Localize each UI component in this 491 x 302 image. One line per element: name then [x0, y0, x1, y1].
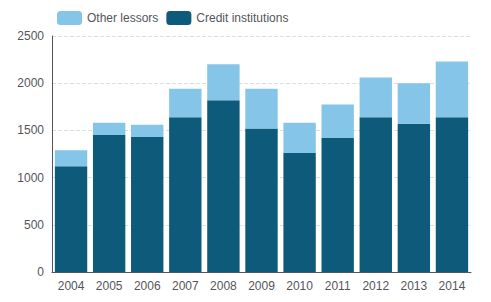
svg-text:2006: 2006	[134, 279, 161, 293]
svg-text:2007: 2007	[172, 279, 199, 293]
svg-text:Credit institutions: Credit institutions	[196, 11, 288, 25]
svg-text:2011: 2011	[325, 279, 351, 293]
svg-text:2008: 2008	[210, 279, 237, 293]
svg-text:2010: 2010	[286, 279, 313, 293]
svg-text:2009: 2009	[248, 279, 275, 293]
svg-text:0: 0	[37, 265, 44, 279]
svg-text:1000: 1000	[17, 171, 44, 185]
svg-text:Other lessors: Other lessors	[87, 11, 158, 25]
svg-text:2004: 2004	[58, 279, 85, 293]
svg-text:1500: 1500	[17, 123, 44, 137]
svg-text:2000: 2000	[17, 76, 44, 90]
svg-text:2014: 2014	[439, 279, 466, 293]
svg-text:2012: 2012	[362, 279, 389, 293]
svg-text:2500: 2500	[17, 29, 44, 43]
svg-text:2005: 2005	[96, 279, 123, 293]
svg-text:2013: 2013	[401, 279, 428, 293]
svg-text:500: 500	[24, 218, 44, 232]
